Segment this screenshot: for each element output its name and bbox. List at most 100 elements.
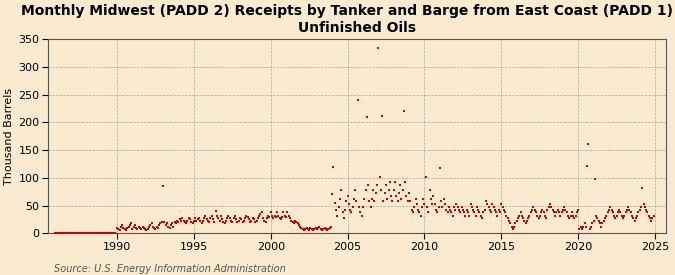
Point <box>573 208 584 212</box>
Point <box>632 213 643 218</box>
Point <box>344 202 354 207</box>
Point <box>596 224 607 229</box>
Point <box>520 221 531 226</box>
Point <box>397 188 408 192</box>
Point <box>438 197 449 201</box>
Point <box>404 191 414 196</box>
Point <box>468 208 479 212</box>
Point <box>568 213 578 218</box>
Point <box>155 221 166 226</box>
Point <box>321 227 331 231</box>
Point <box>138 226 149 230</box>
Point <box>267 213 277 218</box>
Point <box>483 205 494 209</box>
Point <box>333 205 344 209</box>
Point <box>492 213 503 218</box>
Point <box>236 217 246 222</box>
Point <box>566 210 577 214</box>
Point <box>585 224 596 229</box>
Point <box>168 224 179 229</box>
Point <box>327 192 338 197</box>
Point <box>126 221 136 226</box>
Point <box>378 199 389 203</box>
Point <box>269 213 280 218</box>
Point <box>525 210 536 214</box>
Point <box>619 213 630 218</box>
Point <box>140 227 151 231</box>
Point <box>612 210 623 214</box>
Point <box>383 188 394 192</box>
Point <box>72 231 82 235</box>
Point <box>59 231 70 235</box>
Point <box>499 208 510 212</box>
Point <box>565 213 576 218</box>
Point <box>502 216 513 220</box>
Point <box>547 208 558 212</box>
Title: Monthly Midwest (PADD 2) Receipts by Tanker and Barge from East Coast (PADD 1) o: Monthly Midwest (PADD 2) Receipts by Tan… <box>20 4 675 35</box>
Point <box>369 199 380 203</box>
Point <box>516 213 527 218</box>
Point <box>191 219 202 223</box>
Point <box>221 219 232 223</box>
Point <box>198 216 209 220</box>
Point <box>308 228 319 233</box>
Point <box>510 221 521 226</box>
Point <box>593 219 604 223</box>
Point <box>524 213 535 218</box>
Point <box>442 210 453 214</box>
Point <box>115 224 126 229</box>
Point <box>184 217 195 222</box>
Point <box>469 210 480 214</box>
Point <box>368 188 379 192</box>
Point <box>635 205 646 209</box>
Point <box>306 227 317 231</box>
Point <box>309 227 320 231</box>
Point <box>629 219 640 223</box>
Point <box>294 223 304 227</box>
Point <box>172 219 183 223</box>
Point <box>478 210 489 214</box>
Point <box>301 226 312 230</box>
Point <box>197 219 208 223</box>
Point <box>284 213 294 218</box>
Point <box>622 208 632 212</box>
Point <box>496 202 507 207</box>
Point <box>274 216 285 220</box>
Point <box>482 202 493 207</box>
Point <box>58 231 69 235</box>
Point <box>537 208 548 212</box>
Point <box>310 226 321 230</box>
Point <box>290 219 300 223</box>
Point <box>314 224 325 229</box>
Point <box>560 208 571 212</box>
Point <box>163 224 173 229</box>
Point <box>533 216 544 220</box>
Point <box>300 227 310 231</box>
Point <box>495 210 506 214</box>
Point <box>423 210 434 214</box>
Point <box>493 208 504 212</box>
Point <box>246 219 257 223</box>
Point <box>459 210 470 214</box>
Point <box>329 200 340 205</box>
Point <box>217 217 227 222</box>
Point <box>288 221 299 226</box>
Point <box>161 221 172 226</box>
Point <box>375 188 386 192</box>
Point <box>569 216 580 220</box>
Point <box>389 180 400 185</box>
Point <box>322 228 333 233</box>
Point <box>501 213 512 218</box>
Point <box>580 224 591 229</box>
Point <box>464 213 475 218</box>
Point <box>431 208 441 212</box>
Point <box>271 214 281 219</box>
Point <box>479 208 490 212</box>
Point <box>367 197 377 201</box>
Point <box>408 210 418 214</box>
Point <box>305 226 316 230</box>
Point <box>497 205 508 209</box>
Point <box>264 214 275 219</box>
Point <box>117 223 128 227</box>
Point <box>291 220 302 224</box>
